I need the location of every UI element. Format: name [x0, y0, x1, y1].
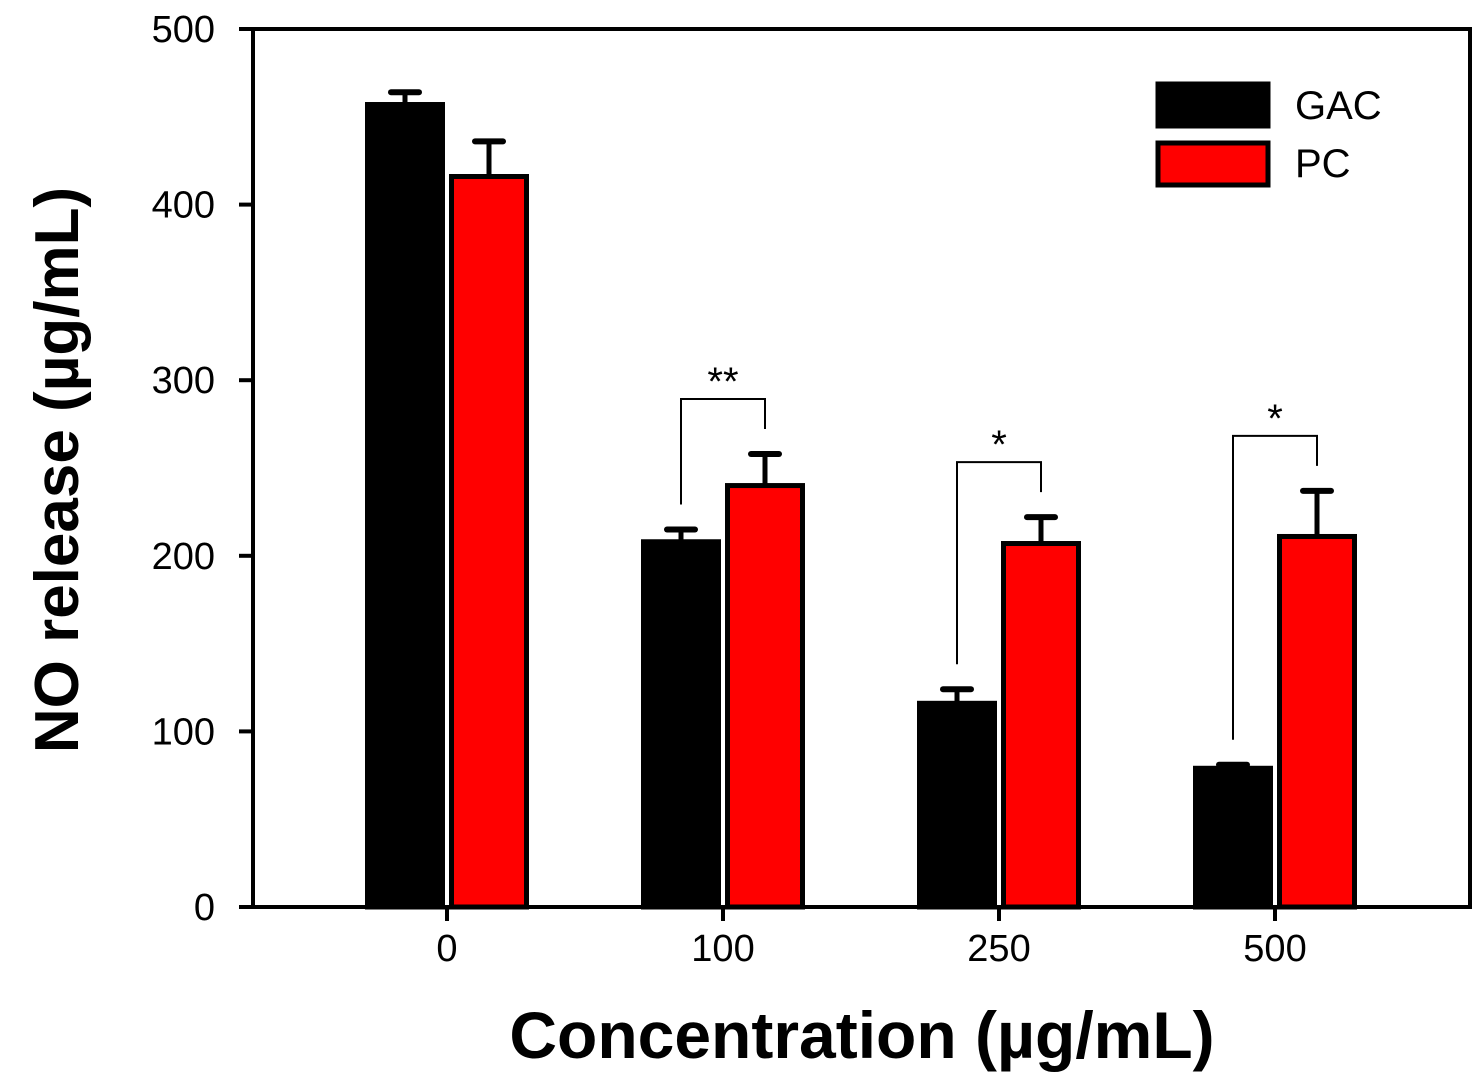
- legend-swatch-gac: [1155, 81, 1271, 129]
- y-tick-label: 300: [152, 360, 215, 402]
- bar-gac-0: [365, 102, 445, 910]
- y-tick-label: 100: [152, 711, 215, 753]
- y-axis-title: NO release (µg/mL): [23, 187, 92, 753]
- significance-label: **: [707, 360, 738, 404]
- x-tick-label: 250: [967, 928, 1030, 970]
- significance-bracket: [1232, 434, 1318, 740]
- significance-label: *: [991, 423, 1007, 467]
- y-tick-label: 500: [152, 9, 215, 51]
- bar-pc-100: [725, 483, 805, 910]
- x-axis-ticks: 0 100 250 500: [436, 907, 1307, 970]
- legend-label-pc: PC: [1295, 142, 1351, 186]
- bar-pc-0: [449, 174, 529, 910]
- x-tick-label: 0: [436, 928, 457, 970]
- y-tick-label: 400: [152, 185, 215, 227]
- significance-bracket: [680, 397, 766, 505]
- legend-label-gac: GAC: [1295, 84, 1382, 128]
- significance-label: *: [1267, 397, 1283, 441]
- x-tick-label: 500: [1243, 928, 1306, 970]
- y-axis-ticks: 0 100 200 300 400 500: [152, 9, 253, 929]
- bar-pc-500: [1277, 533, 1357, 910]
- bar-pc-250: [1001, 541, 1081, 910]
- legend: GAC PC: [1155, 81, 1382, 188]
- bar-gac-250: [917, 700, 997, 910]
- bars: [365, 89, 1357, 910]
- significance-bracket: [956, 461, 1042, 665]
- plot-frame: [251, 27, 1472, 909]
- x-axis-title: Concentration (µg/mL): [509, 998, 1214, 1072]
- legend-swatch-pc: [1155, 140, 1271, 188]
- significance-annotations: ****: [680, 360, 1318, 740]
- x-tick-label: 100: [691, 928, 754, 970]
- bar-gac-500: [1193, 765, 1273, 910]
- y-tick-label: 0: [194, 887, 215, 929]
- bar-gac-100: [641, 539, 721, 910]
- y-tick-label: 200: [152, 536, 215, 578]
